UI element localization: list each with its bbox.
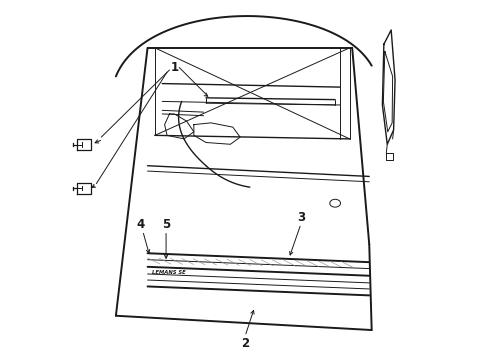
Text: 2: 2 (241, 337, 249, 350)
Text: 1: 1 (171, 61, 178, 74)
Text: LEMANS SE: LEMANS SE (152, 270, 186, 275)
Text: 5: 5 (162, 218, 170, 231)
Text: 3: 3 (297, 211, 305, 224)
Text: 4: 4 (136, 218, 145, 231)
